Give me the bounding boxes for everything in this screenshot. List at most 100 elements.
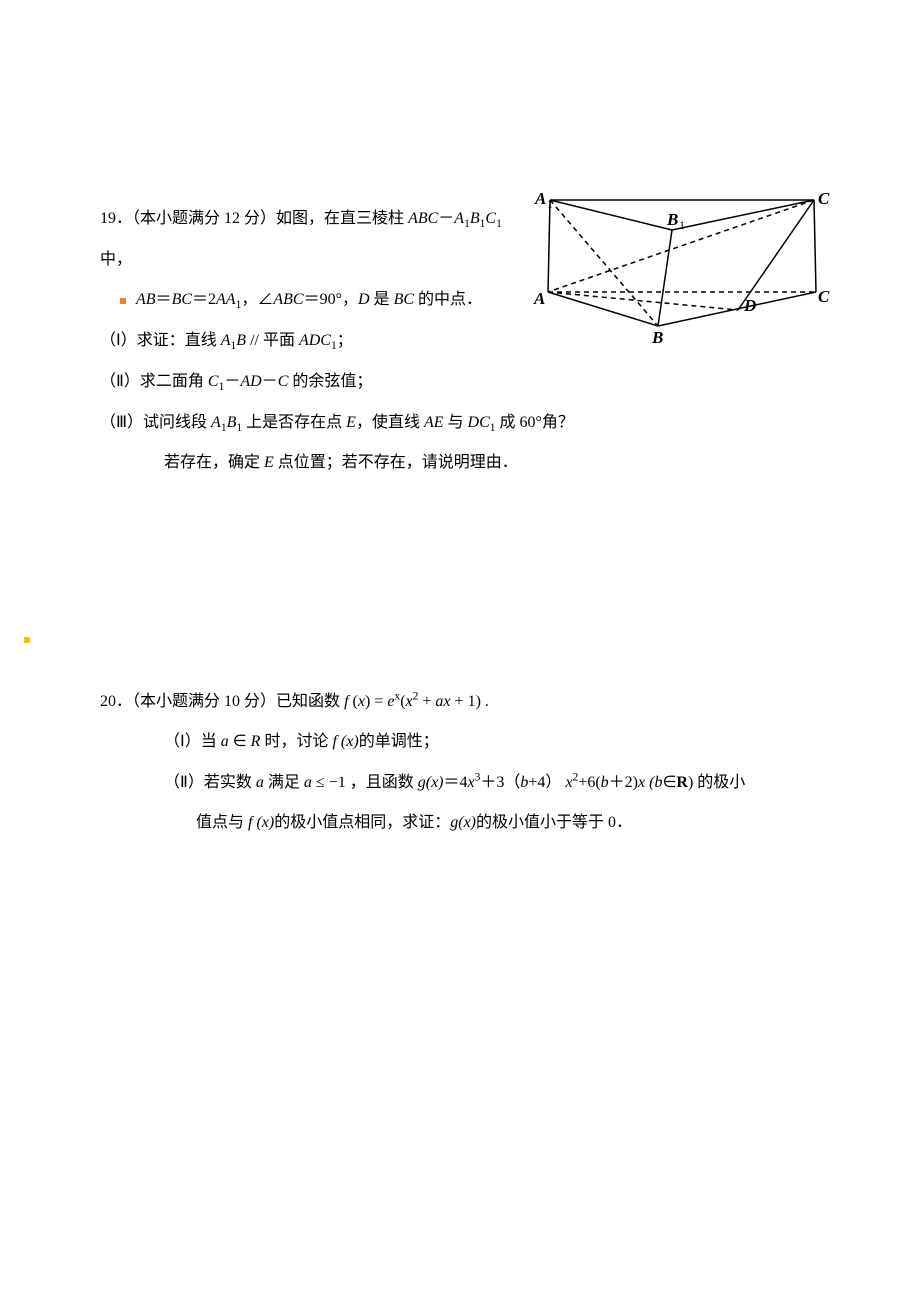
p20-p2-p6: +6( [578,774,600,791]
p19-90: ＝90°， [304,291,358,308]
p20-p2-g: g [418,774,426,791]
p19-bc: BC [172,291,192,308]
svg-text:C: C [818,287,830,306]
p19-line1: 19．（本小题满分 12 分）如图，在直三棱柱 ABC－A1B1C1 [100,200,560,239]
p20-p2-le: ≤ −1 [312,774,350,791]
p19-abc: ABC [273,291,303,308]
p20-p2-eq: ＝4 [444,774,468,791]
p19-p3-l2-pre: 若存在，确定 [164,454,264,471]
p20-p2-l2-gx: (x) [458,814,476,831]
p19-p1-b: B [236,332,246,349]
p20-p2-inr: ∈ [662,774,676,791]
p19-p3-mid2: ，使直线 [356,414,424,431]
p20-p1-a: a [221,733,229,750]
p20-p2-rb: R [676,774,688,791]
problem-19: A1 C1 B1 A C B D 19．（本小题满分 12 分）如图，在直三棱柱… [100,200,820,483]
p20-part1: （Ⅰ）当 a ∈ R 时，讨论 f (x)的单调性； [100,723,820,761]
orange-dot-icon [120,298,126,304]
p19-score: 12 [224,210,240,227]
svg-text:1: 1 [547,197,553,211]
p20-p2-x: x [638,774,649,791]
p20-p2-mid: ，且函数 [350,774,418,791]
p20-line1: 20．（本小题满分 10 分）已知函数 f (x) = ex(x2 + ax +… [100,683,820,721]
p20-p2-gx: (x) [426,774,444,791]
p19-p3-e: E [346,414,356,431]
fx-pl2: + [451,693,468,710]
p20-p2-label: （Ⅱ）若实数 [164,774,256,791]
p20-p2-e1: 的极小 [697,774,745,791]
p19-p1-label: （Ⅰ）求证：直线 [100,332,221,349]
p20-p1-in: ∈ [229,733,251,750]
p20-p2-a2: a [304,774,312,791]
p20-score: 10 [224,693,240,710]
p20-p2-plus: ＋3（ [480,774,520,791]
p20-p2-l2-end: 的极小值小于等于 0． [476,814,632,831]
p19-s3: 1 [496,218,502,230]
p19-eq2: ＝ [192,291,208,308]
p20-number: 20． [100,693,132,710]
fx-ax: ax [435,693,450,710]
p19-score-suf: 分） [240,210,276,227]
fx-f: f [344,693,348,710]
p19-c1: C [485,210,496,227]
prism-diagram: A1 C1 B1 A C B D [532,186,830,346]
p19-b1: B [470,210,480,227]
p19-p3-mid3: 与 [444,414,468,431]
p20-score-suf: 分） [240,693,276,710]
p19-score-pre: （本小题满分 [132,210,224,227]
p19-a1: A [454,210,464,227]
p19-p3-a: A [211,414,221,431]
p20-p1-mid: 时，讨论 [260,733,332,750]
p19-p3-l2-end: 点位置；若不存在，请说明理由． [274,454,518,471]
p19-eq1: ＝ [156,291,172,308]
svg-text:A: A [534,189,546,208]
p20-p1-label: （Ⅰ）当 [164,733,221,750]
p19-p1-a: A [221,332,231,349]
p19-p2-ad: AD [240,373,261,390]
p20-p2-p4: +4） [528,774,561,791]
p19-p2-label: （Ⅱ）求二面角 [100,373,208,390]
p20-p2-l2-mid: 的极小值点相同，求证： [274,814,450,831]
p20-period: . [481,693,489,710]
p19-comma: ，∠ [241,291,273,308]
svg-text:B: B [651,328,663,346]
p19-2: 2 [208,291,216,308]
p19-p1-par: // 平面 [246,332,299,349]
p19-p1-adc: ADC [299,332,331,349]
p19-mid: 是 [370,291,394,308]
p20-formula: f (x) = ex(x2 + ax + 1) [344,693,481,710]
p19-p3-mid: 上是否存在点 [242,414,346,431]
p20-p2-sat: 满足 [264,774,304,791]
p19-ab: AB [136,291,156,308]
fx-1: 1) [468,693,481,710]
p20-p1-r: R [251,733,261,750]
p19-p1-end: ； [337,332,353,349]
problem-20: 20．（本小题满分 10 分）已知函数 f (x) = ex(x2 + ax +… [100,683,820,843]
svg-text:D: D [743,296,756,315]
p19-part3: （Ⅲ）试问线段 A1B1 上是否存在点 E，使直线 AE 与 DC1 成 60°… [100,404,820,443]
p20-p2-l2-pre: 值点与 [196,814,248,831]
p20-part2-l2: 值点与 f (x)的极小值点相同，求证：g(x)的极小值小于等于 0． [100,804,820,842]
p19-intro: 如图，在直三棱柱 [276,210,408,227]
fx-p2: ) = [365,693,387,710]
p20-p2-pr: ) [688,774,697,791]
p20-p2-b: (b [649,774,662,791]
fx-pl: + [418,693,435,710]
fx-x: x [358,693,365,710]
p19-p2-end: 的余弦值； [288,373,372,390]
p19-p3-b: B [227,414,237,431]
p19-dash: － [438,210,454,227]
p20-p2-p2: ＋2) [609,774,638,791]
p19-bc2: BC [394,291,414,308]
p20-p2-b2: b [601,774,609,791]
yellow-dot-icon [24,637,30,643]
p19-p2-c1: C [208,373,219,390]
p19-p3-dc: DC [468,414,490,431]
p19-part3-l2: 若存在，确定 E 点位置；若不存在，请说明理由． [100,444,820,482]
p20-p2-x3: x [468,774,475,791]
p19-p3-l2-e: E [264,454,274,471]
p19-end: 的中点． [414,291,482,308]
p19-p2-d1: － [224,373,240,390]
p19-p2-c: C [278,373,289,390]
svg-text:A: A [533,289,545,308]
